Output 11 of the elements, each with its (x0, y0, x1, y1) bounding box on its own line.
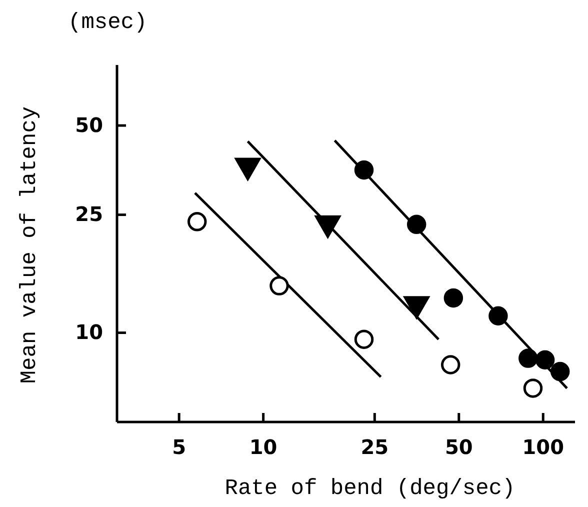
x-tick-label: 100 (522, 435, 564, 460)
y-tick-label: 10 (75, 320, 103, 344)
text: (msec) (68, 10, 148, 35)
x-tick-label: 5 (172, 435, 186, 460)
y-tick-label: 25 (75, 202, 103, 226)
x-axis-title: Rate of bend (deg/sec) (224, 476, 516, 501)
y-axis-title: Mean value of latency (17, 106, 42, 384)
x-tick-label: 50 (444, 435, 473, 460)
x-tick-label: 25 (360, 435, 389, 460)
x-tick-label: 10 (249, 435, 278, 460)
y-tick-label: 50 (75, 112, 103, 137)
